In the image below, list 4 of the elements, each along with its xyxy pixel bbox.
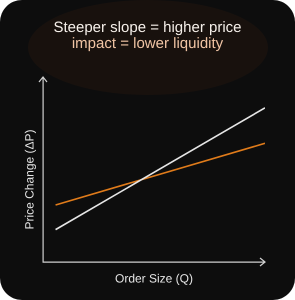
y-axis-title: Price Change (ΔP) [22, 129, 36, 230]
x-axis-title: Order Size (Q) [114, 271, 194, 286]
chart-title: Steeper slope = higher price [52, 19, 243, 36]
chart-subtitle: impact = lower liquidity [72, 35, 224, 52]
